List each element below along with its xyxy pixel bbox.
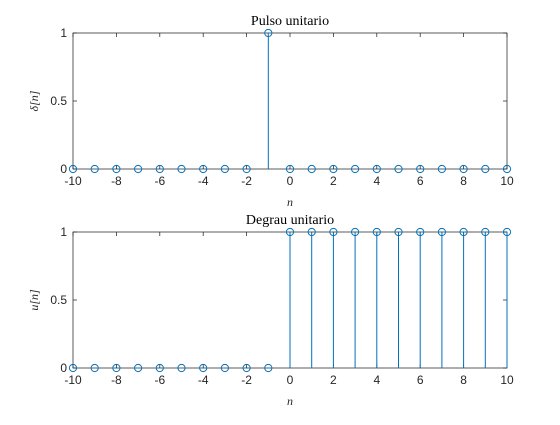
- x-tick-label: 0: [287, 373, 294, 387]
- plot-pulso-unitario: Pulso unitario n δ[n] -10 -8 -6 -4 -2 0 2 4 6 8 10…: [27, 14, 514, 209]
- x-tick-label: 6: [417, 174, 424, 188]
- x-tick-label: 0: [287, 174, 294, 188]
- stem-marker: [220, 164, 229, 174]
- x-tick-label: -8: [111, 373, 122, 387]
- stem-marker: [285, 164, 295, 174]
- stem-marker: [394, 164, 403, 174]
- stem-marker: [307, 227, 316, 237]
- stem-marker: [372, 164, 381, 174]
- y-tick-label: 1: [60, 225, 67, 239]
- x-tick-label: 8: [460, 373, 467, 387]
- stem-marker: [264, 363, 273, 373]
- stem-marker: [437, 227, 446, 237]
- x-tick-label: -4: [198, 174, 209, 188]
- stem-marker: [329, 164, 338, 174]
- stem-marker: [502, 164, 512, 174]
- stem-marker: [155, 363, 164, 373]
- y-tick-label: 0: [60, 361, 67, 375]
- stem-marker: [242, 164, 251, 174]
- y-axis-label: δ[n]: [27, 90, 41, 111]
- stem-marker: [68, 164, 78, 174]
- y-tick-label: 0.5: [50, 94, 67, 108]
- stem-marker: [199, 363, 208, 373]
- y-tick-label: 0: [60, 162, 67, 176]
- x-tick-label: -8: [111, 174, 122, 188]
- x-tick-label: -4: [198, 373, 209, 387]
- stem-marker: [155, 164, 164, 174]
- stem-marker: [220, 363, 229, 373]
- stem-marker: [134, 363, 143, 373]
- stem-marker: [351, 164, 360, 174]
- stem-marker: [112, 164, 121, 174]
- stem-marker: [285, 227, 295, 237]
- stem-marker: [351, 227, 360, 237]
- stem-marker: [481, 164, 490, 174]
- x-tick-label: -2: [241, 373, 252, 387]
- stem-marker: [416, 164, 425, 174]
- x-tick-label: -6: [154, 174, 165, 188]
- x-tick-label: 6: [417, 373, 424, 387]
- stem-marker: [481, 227, 490, 237]
- x-axis-label: n: [287, 195, 293, 209]
- stem-marker: [459, 164, 468, 174]
- x-tick-label: -10: [64, 373, 82, 387]
- stem-marker: [394, 227, 403, 237]
- axes-box: [72, 32, 508, 170]
- stem-marker: [242, 363, 251, 373]
- y-axis-label: u[n]: [27, 289, 41, 311]
- stem-marker: [329, 227, 338, 237]
- x-tick-label: 4: [373, 373, 380, 387]
- x-tick-label: 8: [460, 174, 467, 188]
- stem-marker: [90, 363, 99, 373]
- stem-marker: [437, 164, 446, 174]
- stem-marker: [177, 363, 186, 373]
- stem-marker: [199, 164, 208, 174]
- x-tick-label: 4: [373, 174, 380, 188]
- plot-title: Degrau unitario: [246, 213, 334, 228]
- stem-marker: [416, 227, 425, 237]
- stem-marker: [264, 28, 273, 38]
- stem-marker: [134, 164, 143, 174]
- x-axis-label: n: [287, 394, 293, 408]
- stem-marker: [307, 164, 316, 174]
- stem-marker: [502, 227, 512, 237]
- stem-marker: [372, 227, 381, 237]
- x-tick-label: 10: [500, 373, 514, 387]
- stem-marker: [112, 363, 121, 373]
- stem-marker: [459, 227, 468, 237]
- stem-marker: [177, 164, 186, 174]
- stem-marker: [68, 363, 78, 373]
- y-tick-label: 1: [60, 26, 67, 40]
- y-tick-label: 0.5: [50, 293, 67, 307]
- x-tick-label: 2: [330, 373, 337, 387]
- x-tick-label: -2: [241, 174, 252, 188]
- plot-title: Pulso unitario: [251, 14, 329, 29]
- x-tick-label: 10: [500, 174, 514, 188]
- x-tick-label: -10: [64, 174, 82, 188]
- plot-degrau-unitario: Degrau unitario n u[n] -10 -8 -6 -4 -2 0 2 4 6 8 1…: [27, 213, 514, 408]
- x-tick-label: 2: [330, 174, 337, 188]
- x-tick-label: -6: [154, 373, 165, 387]
- stem-marker: [90, 164, 99, 174]
